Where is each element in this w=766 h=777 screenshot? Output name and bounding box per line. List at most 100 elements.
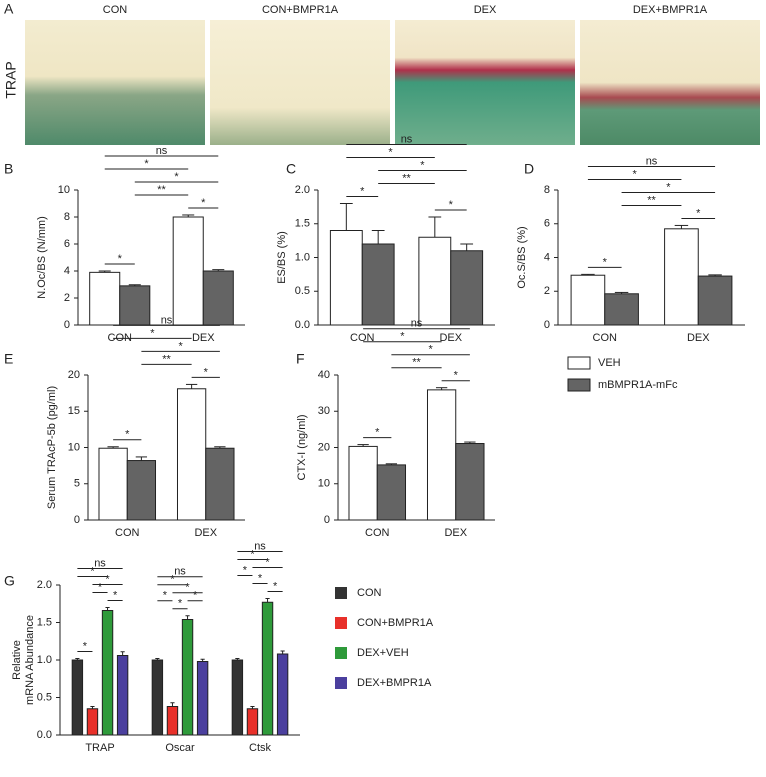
significance-label: * (178, 598, 183, 610)
y-axis-label: ES/BS (%) (276, 231, 288, 284)
legend-swatch (335, 677, 347, 689)
significance-label: * (375, 427, 380, 439)
x-tick-label: DEX (687, 332, 710, 344)
significance-label: * (360, 185, 365, 197)
panel-label: F (296, 351, 305, 367)
panel-label: E (4, 351, 13, 367)
legend-label: DEX+BMPR1A (357, 677, 432, 689)
x-tick-label: DEX (194, 527, 217, 539)
y-tick-label: 1.0 (295, 251, 310, 263)
significance-label: * (125, 429, 130, 441)
y-tick-label: 40 (318, 369, 330, 381)
micrograph (395, 20, 575, 145)
y-axis-label: Relative (11, 640, 23, 680)
micrograph (210, 20, 390, 145)
x-tick-label: CON (365, 527, 390, 539)
bar (348, 445, 378, 521)
y-axis-label: CTX-I (ng/ml) (296, 415, 308, 481)
significance-label: * (83, 640, 88, 652)
y-tick-label: 2.0 (37, 579, 52, 591)
bar (426, 389, 457, 521)
significance-label: * (90, 565, 95, 577)
y-tick-label: 0.0 (37, 729, 52, 741)
y-tick-label: 0.0 (295, 319, 310, 331)
bar (98, 447, 128, 521)
y-tick-label: 2 (64, 292, 70, 304)
significance-label: ** (412, 357, 421, 369)
significance-label: * (163, 590, 168, 602)
bar (196, 661, 209, 736)
y-tick-label: 15 (68, 405, 80, 417)
y-tick-label: 10 (68, 441, 80, 453)
significance-label: * (174, 171, 179, 183)
x-tick-label: Ctsk (249, 742, 272, 754)
row-label: TRAP (3, 61, 19, 98)
significance-label: * (204, 366, 209, 378)
significance-label: * (666, 181, 671, 193)
y-tick-label: 0 (64, 319, 70, 331)
significance-label: * (178, 340, 183, 352)
bar (176, 388, 207, 521)
y-tick-label: 2.0 (295, 184, 310, 196)
bar (172, 216, 204, 326)
y-tick-label: 1.5 (295, 218, 310, 230)
x-tick-label: CON (593, 332, 618, 344)
significance-label: * (449, 199, 454, 211)
bar (86, 708, 99, 736)
bar (71, 659, 84, 736)
significance-label: * (420, 159, 425, 171)
legend-swatch (335, 587, 347, 599)
legend-swatch (335, 647, 347, 659)
significance-label: ns (254, 540, 266, 552)
y-tick-label: 10 (58, 184, 70, 196)
y-tick-label: 4 (544, 251, 550, 263)
bar (202, 270, 234, 326)
y-tick-label: 1.5 (37, 616, 52, 628)
y-tick-label: 4 (64, 265, 70, 277)
y-tick-label: 10 (318, 478, 330, 490)
significance-label: * (454, 370, 459, 382)
significance-label: ** (157, 184, 166, 196)
bar (361, 243, 395, 326)
significance-label: ns (156, 145, 168, 157)
significance-label: ** (402, 172, 411, 184)
x-tick-label: Oscar (165, 742, 195, 754)
bar (151, 659, 164, 736)
bar (119, 285, 151, 326)
bar (181, 619, 194, 736)
significance-label: ns (401, 133, 413, 145)
y-tick-label: 1.0 (37, 654, 52, 666)
panel-label: G (4, 573, 15, 589)
micrograph (580, 20, 760, 145)
significance-label: * (170, 574, 175, 586)
significance-label: * (144, 158, 149, 170)
significance-label: * (185, 582, 190, 594)
significance-label: * (201, 197, 206, 209)
significance-label: * (428, 344, 433, 356)
y-tick-label: 2 (544, 285, 550, 297)
x-tick-label: CON (350, 332, 375, 344)
significance-label: * (193, 590, 198, 602)
y-tick-label: 0 (544, 319, 550, 331)
significance-label: ns (174, 566, 186, 578)
y-tick-label: 20 (68, 369, 80, 381)
y-tick-label: 6 (544, 218, 550, 230)
x-tick-label: DEX (444, 527, 467, 539)
image-label: CON+BMPR1A (262, 4, 339, 16)
bar (246, 708, 259, 736)
x-tick-label: CON (115, 527, 140, 539)
panel-label: B (4, 161, 13, 177)
y-tick-label: 5 (74, 478, 80, 490)
bar (570, 274, 606, 326)
bar (664, 228, 699, 326)
y-tick-label: 0.5 (37, 691, 52, 703)
significance-label: * (250, 548, 255, 560)
bar (604, 293, 639, 326)
significance-label: ns (411, 318, 423, 330)
y-tick-label: 0 (74, 514, 80, 526)
y-tick-label: 8 (64, 211, 70, 223)
bar (205, 447, 235, 521)
significance-label: ** (647, 194, 656, 206)
significance-label: * (388, 146, 393, 158)
y-axis-label: mRNA Abundance (24, 615, 36, 705)
